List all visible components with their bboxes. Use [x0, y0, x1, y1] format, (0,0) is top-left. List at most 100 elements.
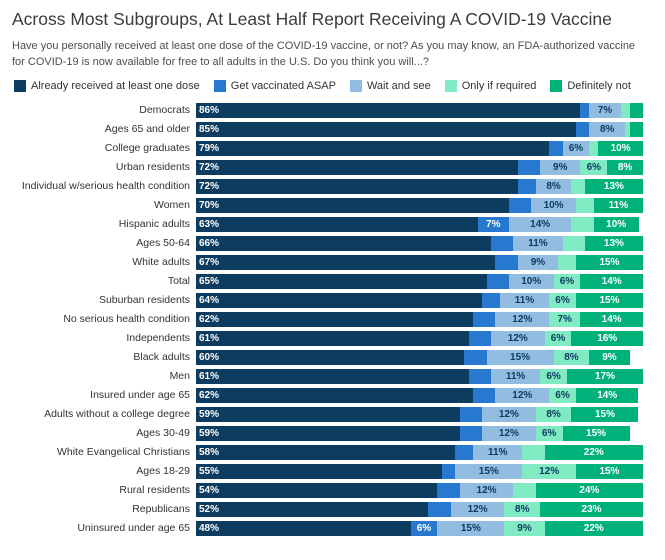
bar-row: Men 61% 11% 6% 17% [12, 367, 643, 386]
bar-segment: 15% [575, 463, 643, 479]
bar-segment: 6% [562, 140, 590, 156]
bar-segment: 61% [196, 368, 469, 384]
bar-segment [459, 406, 483, 422]
bar-segment: 6% [535, 425, 563, 441]
bar-segment: 10% [593, 216, 639, 232]
bar-row: No serious health condition 62% 12% 7% 14% [12, 310, 643, 329]
bar-segment: 86% [196, 102, 581, 118]
bar-segment: 6% [580, 159, 608, 175]
chart-title: Across Most Subgroups, At Least Half Rep… [12, 9, 612, 29]
bar-segment: 10% [531, 197, 576, 213]
bar-track: 72% 8% 13% [196, 178, 643, 194]
bar-segment [558, 254, 576, 270]
bar-segment: 13% [584, 235, 643, 251]
legend-item[interactable]: Definitely not [550, 79, 631, 92]
bar-segment: 9% [504, 520, 545, 536]
legend-label: Only if required [461, 79, 537, 92]
category-label: Suburban residents [98, 294, 190, 307]
legend: Already received at least one dose Get va… [14, 79, 643, 92]
stacked-bar-chart: Democrats 86% 7% Ages 65 and older 85% 8% Coll… [12, 101, 643, 538]
bar-segment [517, 178, 536, 194]
bar-segment [473, 387, 496, 403]
bar-segment [575, 197, 594, 213]
bar-segment: 14% [580, 311, 643, 327]
bar-row: Ages 65 and older 85% 8% [12, 120, 643, 139]
category-label: No serious health condition [63, 313, 190, 326]
bar-track: 54% 12% 24% [196, 482, 643, 498]
bar-row: Women 70% 10% 11% [12, 196, 643, 215]
category-label: Black adults [133, 351, 190, 364]
bar-segment [580, 102, 590, 118]
bar-segment: 85% [196, 121, 576, 137]
bar-segment: 12% [482, 425, 536, 441]
bar-row: White adults 67% 9% 15% [12, 253, 643, 272]
bar-row: Total 65% 10% 6% 14% [12, 272, 643, 291]
legend-item[interactable]: Already received at least one dose [14, 79, 200, 92]
bar-segment: 8% [589, 121, 626, 137]
category-label: Insured under age 65 [90, 389, 190, 402]
bar-segment [562, 235, 585, 251]
bar-segment: 8% [607, 159, 643, 175]
bar-segment: 59% [196, 425, 460, 441]
bar-segment [620, 102, 630, 118]
bar-segment: 58% [196, 444, 456, 460]
bar-segment [549, 140, 563, 156]
bar-segment [571, 178, 585, 194]
bar-segment: 60% [196, 349, 465, 365]
bar-segment: 12% [495, 311, 550, 327]
bar-segment [482, 292, 500, 308]
bar-row: Black adults 60% 15% 8% 9% [12, 348, 643, 367]
bar-row: Individual w/serious health condition 72%… [12, 177, 643, 196]
bar-row: Uninsured under age 65 48% 6% 15% 9% 22% [12, 519, 643, 538]
category-label: College graduates [104, 142, 190, 155]
bar-segment [459, 425, 483, 441]
chart-card: Across Most Subgroups, At Least Half Rep… [12, 9, 643, 538]
legend-swatch [550, 79, 563, 92]
legend-item[interactable]: Only if required [444, 79, 537, 92]
category-label: Ages 18-29 [136, 465, 190, 478]
legend-item[interactable]: Wait and see [349, 79, 431, 92]
bar-segment: 6% [544, 330, 572, 346]
bar-segment: 14% [580, 273, 643, 289]
legend-item[interactable]: Get vaccinated ASAP [213, 79, 336, 92]
legend-swatch [14, 79, 26, 92]
bar-segment [464, 349, 487, 365]
bar-row: Ages 50-64 66% 11% 13% [12, 234, 643, 253]
bar-segment: 15% [571, 406, 639, 422]
bar-row: Democrats 86% 7% [12, 101, 643, 120]
bar-segment [486, 273, 509, 289]
bar-row: Independents 61% 12% 6% 16% [12, 329, 643, 348]
bar-track: 48% 6% 15% 9% 22% [196, 520, 643, 536]
bar-segment: 11% [491, 368, 541, 384]
bar-segment: 62% [196, 387, 474, 403]
bar-segment [571, 216, 594, 232]
bar-segment [468, 330, 491, 346]
category-label: Women [154, 199, 190, 212]
bar-segment: 9% [517, 254, 559, 270]
legend-swatch [444, 79, 457, 92]
bar-segment [513, 482, 536, 498]
bar-track: 62% 12% 7% 14% [196, 311, 643, 327]
bar-segment [468, 368, 491, 384]
bar-segment: 12% [450, 501, 505, 517]
category-label: Ages 30-49 [136, 427, 190, 440]
bar-segment: 14% [508, 216, 572, 232]
bar-segment: 12% [482, 406, 536, 422]
bar-track: 59% 12% 6% 15% [196, 425, 643, 441]
bar-segment: 61% [196, 330, 469, 346]
bar-segment: 15% [455, 463, 523, 479]
bar-segment: 12% [522, 463, 576, 479]
bar-row: White Evangelical Christians 58% 11% 22% [12, 443, 643, 462]
category-label: White Evangelical Christians [56, 446, 190, 459]
bar-segment [491, 235, 514, 251]
category-label: Adults without a college degree [44, 408, 190, 421]
legend-swatch [349, 79, 362, 92]
bar-segment: 6% [540, 368, 567, 384]
bar-track: 55% 15% 12% 15% [196, 463, 643, 479]
category-label: Individual w/serious health condition [21, 180, 190, 193]
bar-segment: 15% [486, 349, 554, 365]
bar-row: Rural residents 54% 12% 24% [12, 481, 643, 500]
bar-segment: 59% [196, 406, 460, 422]
bar-segment: 17% [566, 368, 643, 384]
bar-track: 60% 15% 8% 9% [196, 349, 643, 365]
